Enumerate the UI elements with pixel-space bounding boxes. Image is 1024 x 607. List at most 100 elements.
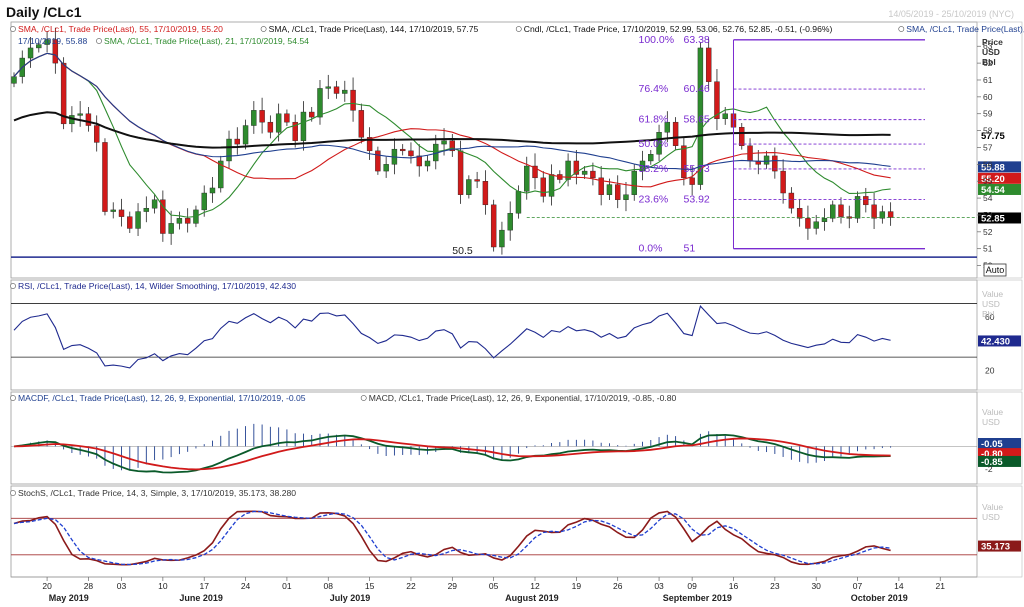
- rsi-panel[interactable]: 42.430: [11, 303, 1021, 369]
- fib-value: 58.65: [683, 114, 709, 126]
- candle: [780, 170, 786, 194]
- candle: [176, 218, 183, 224]
- time-tick-label: 20: [42, 581, 52, 591]
- legend-text: SMA, /CLc1, Trade Price(Last), 21, 17/10…: [104, 36, 309, 46]
- candle: [226, 138, 232, 162]
- month-label: June 2019: [179, 593, 223, 603]
- candle: [325, 86, 331, 89]
- stoch-panel[interactable]: 35.173: [11, 510, 1021, 566]
- candle: [507, 213, 513, 231]
- fib-label: 50.0%: [638, 138, 668, 150]
- candle: [416, 155, 422, 167]
- sma-line: [13, 52, 891, 218]
- stoch-axis-title-line: USD: [982, 512, 1000, 522]
- candle: [160, 199, 166, 234]
- candle: [854, 196, 861, 219]
- price-tick-label: 61: [983, 75, 993, 85]
- candle: [118, 209, 125, 217]
- month-label: October 2019: [851, 593, 908, 603]
- macd-axis-title-line: USD: [982, 417, 1000, 427]
- candle: [821, 218, 828, 222]
- time-tick-label: 03: [117, 581, 127, 591]
- auto-scale-label: Auto: [986, 265, 1005, 275]
- macd-signal-line: [13, 437, 891, 471]
- candle: [763, 155, 770, 165]
- price-tag-label: 55.88: [981, 162, 1005, 173]
- candle: [36, 44, 42, 49]
- price-tick-label: 59: [983, 109, 993, 119]
- date-range: 14/05/2019 - 25/10/2019 (NYC): [888, 9, 1014, 19]
- price-tick-label: 54: [983, 193, 993, 203]
- time-tick-label: 14: [894, 581, 904, 591]
- candle: [830, 204, 836, 219]
- time-tick-label: 21: [936, 581, 946, 591]
- candle: [333, 86, 340, 94]
- candle: [267, 121, 274, 133]
- candle: [449, 140, 456, 152]
- candle: [813, 221, 819, 229]
- candle: [184, 218, 191, 224]
- auto-scale-button[interactable]: Auto: [983, 263, 1007, 277]
- candle: [863, 196, 869, 206]
- candle: [242, 125, 249, 145]
- candle: [60, 62, 67, 125]
- candle: [590, 170, 596, 179]
- fib-label: 38.2%: [638, 163, 668, 175]
- price-tick-label: 52: [983, 227, 993, 237]
- candle: [681, 145, 687, 179]
- price-panel[interactable]: 100.0% 63.38 76.4% 60.46 61.8% 58.65 50.0% 38.2…: [11, 27, 1021, 258]
- sma-line: [13, 52, 891, 170]
- legend-text: MACD, /CLc1, Trade Price(Last), 12, 26, …: [369, 393, 677, 403]
- time-tick-label: 30: [811, 581, 821, 591]
- macd-tag-label: -0.85: [981, 457, 1003, 468]
- axis-border: [976, 391, 1023, 485]
- macd-axis-title-line: Value: [982, 407, 1003, 417]
- candle: [615, 184, 621, 200]
- candle: [515, 191, 522, 214]
- legend-text: StochS, /CLc1, Trade Price, 14, 3, Simpl…: [18, 488, 296, 498]
- stoch-axis-title: Value USD: [982, 502, 1003, 522]
- candle: [350, 89, 356, 111]
- candle: [598, 177, 604, 195]
- price-tag: [978, 161, 1021, 173]
- candle: [234, 138, 240, 145]
- candle: [772, 155, 778, 172]
- stoch-axis-title-line: Value: [982, 502, 1003, 512]
- candle: [648, 154, 654, 162]
- rsi-axis-title: Value USD Bbl: [982, 289, 1003, 319]
- price-axis-title: Price USD Bbl: [982, 37, 1003, 67]
- candle: [358, 110, 365, 138]
- rsi-tick-label: 60: [985, 312, 995, 322]
- month-label: July 2019: [330, 593, 371, 603]
- stoch-k-line: [13, 510, 891, 566]
- legend-marker: [10, 490, 16, 496]
- candle: [656, 132, 662, 155]
- candle: [77, 113, 83, 116]
- candle: [788, 192, 795, 209]
- legend-marker: [515, 26, 522, 32]
- candle: [259, 110, 265, 123]
- legend-marker: [10, 283, 16, 289]
- candle: [796, 208, 803, 219]
- price-axis-title-line: USD: [982, 47, 1000, 57]
- candle: [399, 148, 406, 152]
- legends: SMA, /CLc1, Trade Price(Last), 55, 17/10…: [10, 24, 1024, 498]
- candle: [573, 160, 580, 175]
- panels-frame: [10, 21, 1023, 578]
- candle: [143, 208, 150, 212]
- price-tag-label: 54.54: [981, 185, 1005, 196]
- price-tag-label: 52.85: [981, 213, 1005, 224]
- legend-text: MACDF, /CLc1, Trade Price(Last), 12, 26,…: [18, 393, 306, 403]
- macd-panel[interactable]: -0.05-0.80-0.85: [11, 423, 1021, 474]
- time-tick-label: 23: [770, 581, 780, 591]
- macd-tag-label: -0.80: [981, 449, 1003, 460]
- price-tick-label: 60: [983, 92, 993, 102]
- legend-marker: [10, 26, 16, 32]
- candle: [871, 204, 877, 219]
- candle: [375, 150, 381, 172]
- candle: [664, 121, 671, 133]
- axis-border: [976, 21, 1023, 279]
- price-axis-title-line: Bbl: [982, 57, 996, 67]
